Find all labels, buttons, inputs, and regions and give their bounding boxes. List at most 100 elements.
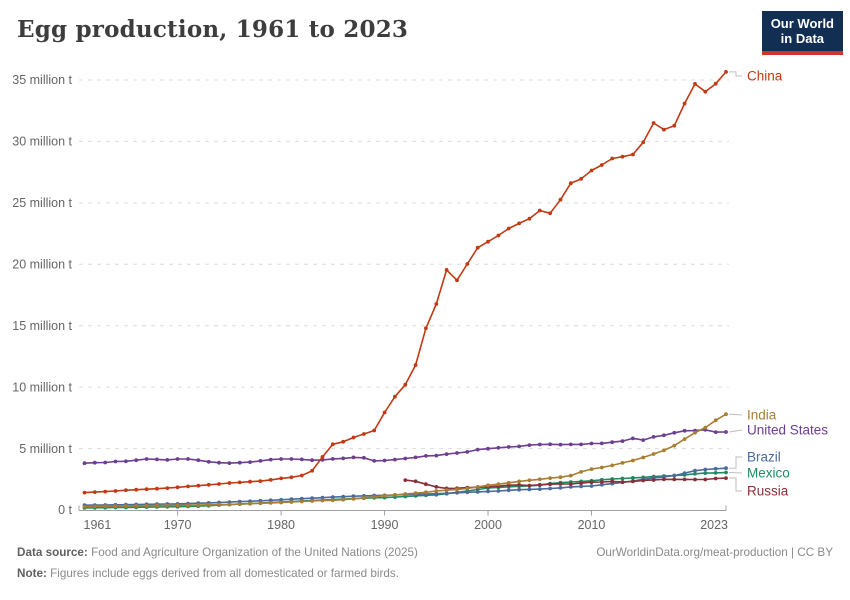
data-point (92, 460, 97, 465)
data-point (517, 479, 521, 484)
data-point (693, 468, 697, 473)
data-point (548, 476, 552, 480)
data-point (558, 197, 563, 202)
data-point (186, 457, 190, 461)
data-point (248, 460, 252, 464)
series-line-china (84, 71, 727, 494)
data-point (310, 496, 314, 501)
data-point (434, 453, 439, 458)
data-point (289, 457, 294, 461)
data-point (424, 482, 428, 487)
data-point (434, 491, 439, 496)
data-point (579, 470, 583, 474)
data-point (144, 457, 149, 461)
data-point (393, 457, 397, 462)
data-point (724, 70, 728, 74)
data-point (372, 428, 377, 433)
series-label-china[interactable]: China (747, 69, 783, 84)
data-point (268, 498, 273, 503)
data-point (465, 490, 470, 495)
series-label-mexico[interactable]: Mexico (747, 466, 790, 481)
data-point (579, 442, 583, 447)
data-point (424, 490, 428, 495)
note-text: Figures include eggs derived from all do… (50, 567, 399, 580)
data-point (372, 495, 377, 499)
series-label-russia[interactable]: Russia (747, 484, 789, 499)
data-point (724, 412, 728, 417)
y-axis-tick-label: 5 million t (19, 442, 72, 456)
data-point (641, 455, 646, 460)
data-point (206, 502, 211, 507)
page-title: Egg production, 1961 to 2023 (17, 16, 409, 43)
footer-link[interactable]: OurWorldinData.org/meat-production | CC … (596, 546, 833, 559)
owid-logo[interactable]: Our World in Data (761, 11, 843, 55)
series-label-brazil[interactable]: Brazil (747, 450, 781, 465)
data-point (713, 476, 718, 481)
data-point (455, 490, 459, 495)
x-axis-tick-label: 1961 (84, 518, 112, 532)
data-point (713, 471, 718, 475)
owid-logo-line1: Our World (770, 16, 834, 31)
y-axis-tick-label: 10 million t (12, 380, 72, 394)
data-point (620, 461, 625, 465)
data-point (475, 485, 480, 489)
series-label-united-states[interactable]: United States (747, 423, 828, 438)
data-point (227, 481, 232, 485)
data-point (599, 441, 604, 446)
data-point (548, 442, 552, 447)
data-point (424, 454, 428, 458)
data-point (403, 478, 408, 482)
data-point (217, 502, 221, 507)
data-point (724, 466, 728, 471)
data-point (548, 486, 552, 491)
data-point (610, 156, 615, 161)
data-point (724, 476, 728, 480)
data-point (537, 442, 542, 447)
data-point (175, 457, 180, 461)
data-point (289, 475, 294, 480)
data-point (693, 471, 697, 476)
data-point (434, 489, 439, 493)
data-point (682, 101, 687, 106)
data-point (382, 493, 387, 498)
data-point (724, 430, 728, 434)
series-united-states: United States (82, 423, 828, 466)
data-point (134, 487, 139, 492)
label-connector-russia (729, 477, 742, 492)
data-point (662, 127, 666, 132)
data-point (620, 154, 625, 159)
data-point (486, 489, 490, 494)
data-point (165, 458, 170, 462)
data-point (362, 455, 366, 460)
series-india: India (82, 408, 777, 509)
data-point (651, 121, 656, 125)
data-point (713, 430, 718, 434)
series-label-india[interactable]: India (747, 408, 777, 423)
data-point (103, 504, 108, 509)
data-point (558, 442, 563, 447)
y-axis-tick-label: 15 million t (12, 319, 72, 333)
data-point (341, 456, 346, 461)
data-point (589, 480, 594, 485)
data-point (486, 483, 490, 488)
data-point (599, 163, 604, 167)
data-point (413, 363, 418, 367)
series-china: China (82, 69, 783, 495)
data-point (579, 481, 583, 485)
data-point (196, 503, 201, 507)
y-axis-tick-label: 25 million t (12, 196, 72, 210)
data-point (455, 278, 459, 283)
data-point (330, 495, 335, 499)
series-line-mexico (84, 471, 727, 509)
data-point (299, 499, 304, 504)
data-point (620, 439, 625, 443)
data-point (517, 483, 521, 487)
data-point (124, 504, 128, 508)
data-point (268, 501, 273, 505)
data-point (341, 494, 346, 499)
data-point (517, 221, 521, 226)
y-axis-tick-label: 20 million t (12, 257, 72, 271)
data-point (299, 473, 304, 478)
data-point (279, 500, 283, 505)
